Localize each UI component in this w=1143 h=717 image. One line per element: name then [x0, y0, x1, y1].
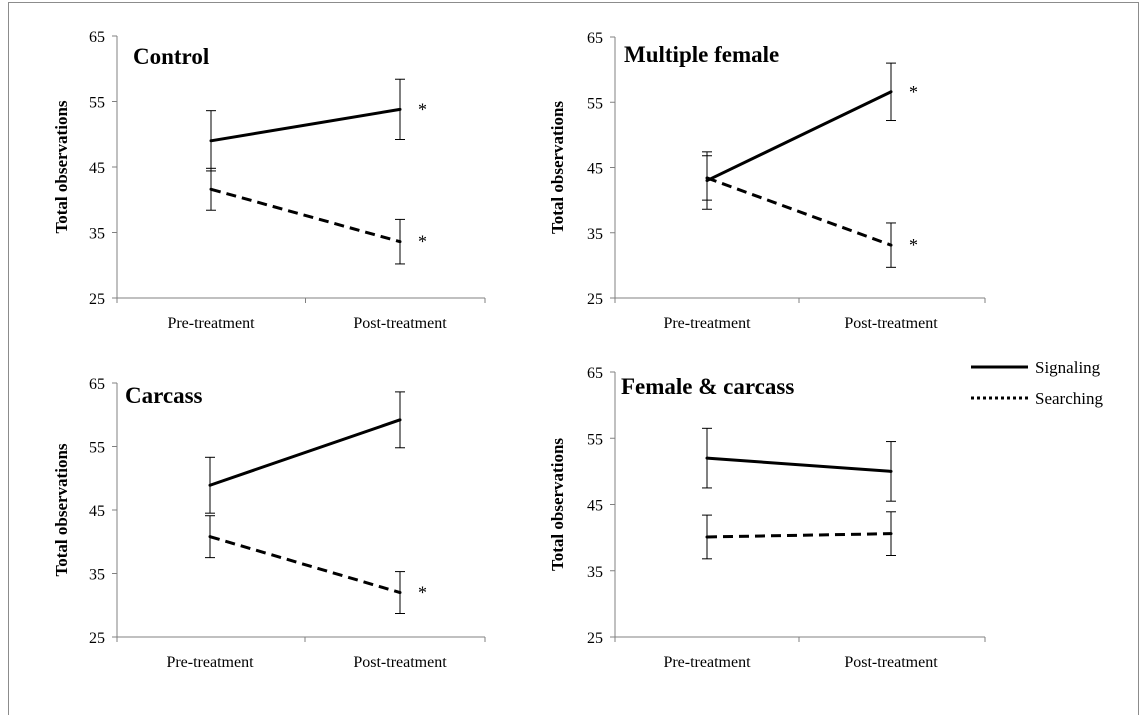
data-point: [398, 418, 402, 422]
data-point: [705, 456, 709, 460]
data-point: [209, 139, 213, 143]
legend-label-searching: Searching: [1035, 389, 1103, 408]
data-point: [705, 176, 709, 180]
panel-title: Female & carcass: [621, 374, 794, 399]
y-tick-label: 35: [587, 564, 603, 581]
y-tick-label: 55: [587, 431, 603, 448]
panel-title: Carcass: [125, 383, 203, 408]
x-tick-label: Pre-treatment: [167, 315, 255, 332]
data-point: [889, 532, 893, 536]
y-axis-label: Total observations: [548, 101, 567, 234]
chart-panel-1: 25 35 45 55 65 Pre-treatment Post-treatment Tot…: [52, 29, 486, 332]
series-line-searching: [706, 532, 892, 539]
data-point: [889, 469, 893, 473]
panel-title: Control: [133, 44, 209, 69]
y-axis-label: Total observations: [548, 438, 567, 571]
data-point: [889, 90, 893, 94]
significance-marker: *: [909, 82, 918, 102]
legend: Signaling Searching: [971, 358, 1103, 408]
data-point: [208, 535, 212, 539]
series-line-signaling: [706, 90, 892, 182]
y-tick-label: 65: [89, 376, 105, 393]
x-tick-label: Post-treatment: [844, 315, 938, 332]
y-tick-label: 25: [587, 630, 603, 647]
y-tick-label: 35: [89, 567, 105, 584]
x-tick-label: Post-treatment: [844, 654, 938, 671]
panel-title: Multiple female: [624, 42, 779, 67]
y-tick-label: 45: [587, 161, 603, 178]
series-line-signaling: [706, 456, 892, 473]
y-tick-label: 25: [89, 630, 105, 647]
chart-panel-2: 25 35 45 55 65 Pre-treatment Post-treatment Tot…: [548, 30, 986, 332]
chart-panel-3: 25 35 45 55 65 Pre-treatment Post-treatment Tot…: [52, 376, 486, 671]
significance-marker: *: [418, 232, 427, 252]
data-point: [705, 535, 709, 539]
data-point: [209, 187, 213, 191]
data-point: [398, 591, 402, 595]
y-tick-label: 45: [89, 503, 105, 520]
data-point: [208, 483, 212, 487]
significance-marker: *: [418, 99, 427, 119]
y-tick-label: 55: [89, 95, 105, 112]
y-axis-label: Total observations: [52, 100, 71, 233]
y-tick-label: 35: [587, 226, 603, 243]
series-line-searching: [706, 176, 892, 247]
y-tick-label: 45: [587, 498, 603, 515]
x-tick-label: Pre-treatment: [166, 654, 254, 671]
data-point: [889, 243, 893, 247]
series-line-signaling: [210, 107, 401, 143]
series-line-searching: [209, 535, 401, 594]
series-line-searching: [210, 187, 401, 244]
series-line-signaling: [209, 418, 401, 487]
y-tick-label: 25: [587, 291, 603, 308]
y-tick-label: 65: [587, 30, 603, 47]
x-tick-label: Pre-treatment: [663, 315, 751, 332]
chart-panel-4: 25 35 45 55 65 Pre-treatment Post-treatment Tot…: [548, 365, 986, 671]
x-tick-label: Pre-treatment: [663, 654, 751, 671]
data-point: [398, 107, 402, 111]
y-tick-label: 45: [89, 160, 105, 177]
y-tick-label: 25: [89, 291, 105, 308]
significance-marker: *: [418, 583, 427, 603]
x-tick-label: Post-treatment: [353, 654, 447, 671]
y-tick-label: 35: [89, 226, 105, 243]
x-tick-label: Post-treatment: [353, 315, 447, 332]
data-point: [398, 240, 402, 244]
y-tick-label: 65: [587, 365, 603, 382]
legend-label-signaling: Signaling: [1035, 358, 1101, 377]
data-point: [705, 179, 709, 183]
figure-frame: [8, 2, 1139, 715]
y-tick-label: 55: [89, 440, 105, 457]
y-tick-label: 55: [587, 95, 603, 112]
significance-marker: *: [909, 235, 918, 255]
y-tick-label: 65: [89, 29, 105, 46]
y-axis-label: Total observations: [52, 443, 71, 576]
